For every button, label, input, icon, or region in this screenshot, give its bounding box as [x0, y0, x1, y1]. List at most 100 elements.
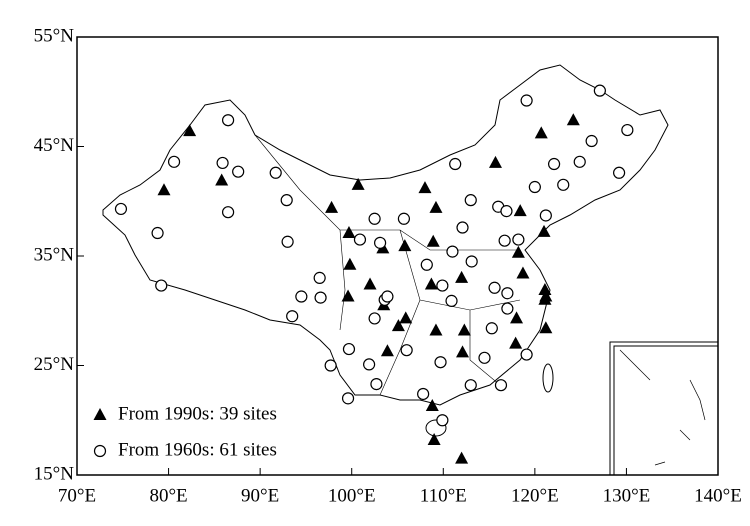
y-tick-label: 15°N	[34, 463, 75, 484]
circle-marker	[621, 123, 634, 137]
y-tick-label: 35°N	[34, 244, 75, 265]
circle-marker	[216, 156, 229, 170]
circle-marker	[397, 212, 411, 225]
circle-marker	[436, 279, 449, 292]
circle-marker	[593, 84, 606, 97]
triangle-marker	[399, 311, 413, 324]
circle-marker	[417, 387, 430, 401]
triangle-marker	[456, 345, 470, 358]
triangle-marker	[534, 126, 548, 139]
circle-marker	[547, 157, 561, 171]
triangle-marker	[398, 239, 412, 252]
circle-marker	[281, 235, 294, 248]
triangle-marker	[539, 289, 553, 302]
triangle-marker	[429, 200, 443, 213]
circle-marker	[363, 358, 376, 371]
triangle-marker	[341, 289, 355, 302]
circle-marker	[498, 234, 511, 247]
circle-marker	[370, 378, 383, 391]
x-tick-label: 130°E	[603, 485, 651, 506]
circle-marker	[494, 379, 508, 392]
circle-marker	[501, 302, 514, 315]
triangle-marker	[455, 270, 469, 283]
circle-marker	[528, 180, 541, 194]
circle-marker	[286, 310, 299, 323]
triangle-marker	[157, 183, 171, 196]
circle-marker	[445, 294, 458, 307]
circle-marker	[221, 206, 235, 219]
circle-marker	[167, 155, 181, 168]
circle-marker	[449, 157, 462, 171]
legend-label: From 1990s: 39 sites	[118, 403, 277, 424]
circle-marker	[114, 202, 128, 216]
circle-marker	[539, 209, 552, 222]
circle-marker	[151, 226, 164, 240]
circle-marker	[501, 287, 514, 300]
circle-marker	[324, 359, 337, 372]
triangle-marker	[391, 319, 405, 332]
triangle-marker	[425, 399, 439, 412]
triangle-marker	[537, 224, 551, 237]
circle-marker	[446, 245, 459, 258]
circle-marker	[436, 414, 449, 427]
circle-marker	[485, 322, 498, 335]
circle-marker	[353, 233, 367, 246]
circle-marker	[420, 258, 433, 271]
circle-marker	[232, 165, 245, 178]
circle-marker	[520, 348, 533, 361]
x-tick-label: 90°E	[241, 485, 279, 506]
triangle-marker	[325, 200, 339, 213]
circle-marker	[368, 212, 381, 225]
triangle-marker	[457, 323, 471, 336]
circle-marker	[313, 271, 326, 284]
y-tick-label: 55°N	[34, 25, 75, 46]
triangle-marker	[455, 451, 469, 464]
y-tick-label: 45°N	[34, 135, 75, 156]
triangle-marker	[215, 173, 229, 186]
circle-marker	[464, 379, 477, 392]
triangle-marker	[343, 257, 357, 270]
hainan	[425, 419, 447, 437]
x-tick-label: 100°E	[328, 485, 376, 506]
circle-marker	[295, 290, 308, 303]
taiwan	[542, 363, 554, 393]
circle-marker	[341, 392, 355, 405]
triangle-marker	[488, 155, 502, 168]
triangle-marker	[363, 277, 377, 290]
circle-marker	[368, 312, 381, 325]
triangle-marker	[380, 344, 394, 357]
triangle-marker	[510, 311, 524, 324]
circle-marker	[585, 134, 598, 148]
x-tick-label: 110°E	[420, 485, 467, 506]
x-tick-label: 120°E	[511, 485, 559, 506]
country-border	[102, 64, 669, 406]
circle-marker	[464, 194, 477, 207]
circle-marker	[221, 114, 235, 127]
circle-marker	[488, 281, 501, 294]
circle-marker	[381, 290, 394, 303]
circle-marker	[269, 166, 282, 179]
circle-marker	[314, 291, 327, 304]
x-tick-label: 70°E	[58, 485, 96, 506]
circle-marker	[557, 178, 570, 191]
triangle-marker	[511, 245, 525, 258]
circle-marker	[520, 94, 533, 107]
circle-marker	[465, 255, 478, 268]
circle-marker	[155, 279, 168, 292]
triangle-marker	[513, 204, 527, 217]
x-tick-label: 80°E	[149, 485, 187, 506]
triangle-marker	[538, 282, 552, 295]
circle-marker	[374, 236, 387, 249]
circle-marker	[456, 221, 469, 234]
circle-marker	[400, 344, 413, 357]
y-tick-label: 25°N	[34, 354, 75, 375]
triangle-marker	[539, 321, 553, 334]
circle-marker	[478, 351, 491, 364]
circle-marker	[613, 166, 626, 179]
triangle-marker	[351, 177, 365, 190]
internal-borders	[254, 134, 521, 396]
triangle-marker	[509, 336, 523, 349]
circle-marker	[342, 342, 356, 356]
triangle-marker	[516, 266, 530, 279]
inset-coast	[619, 349, 706, 466]
